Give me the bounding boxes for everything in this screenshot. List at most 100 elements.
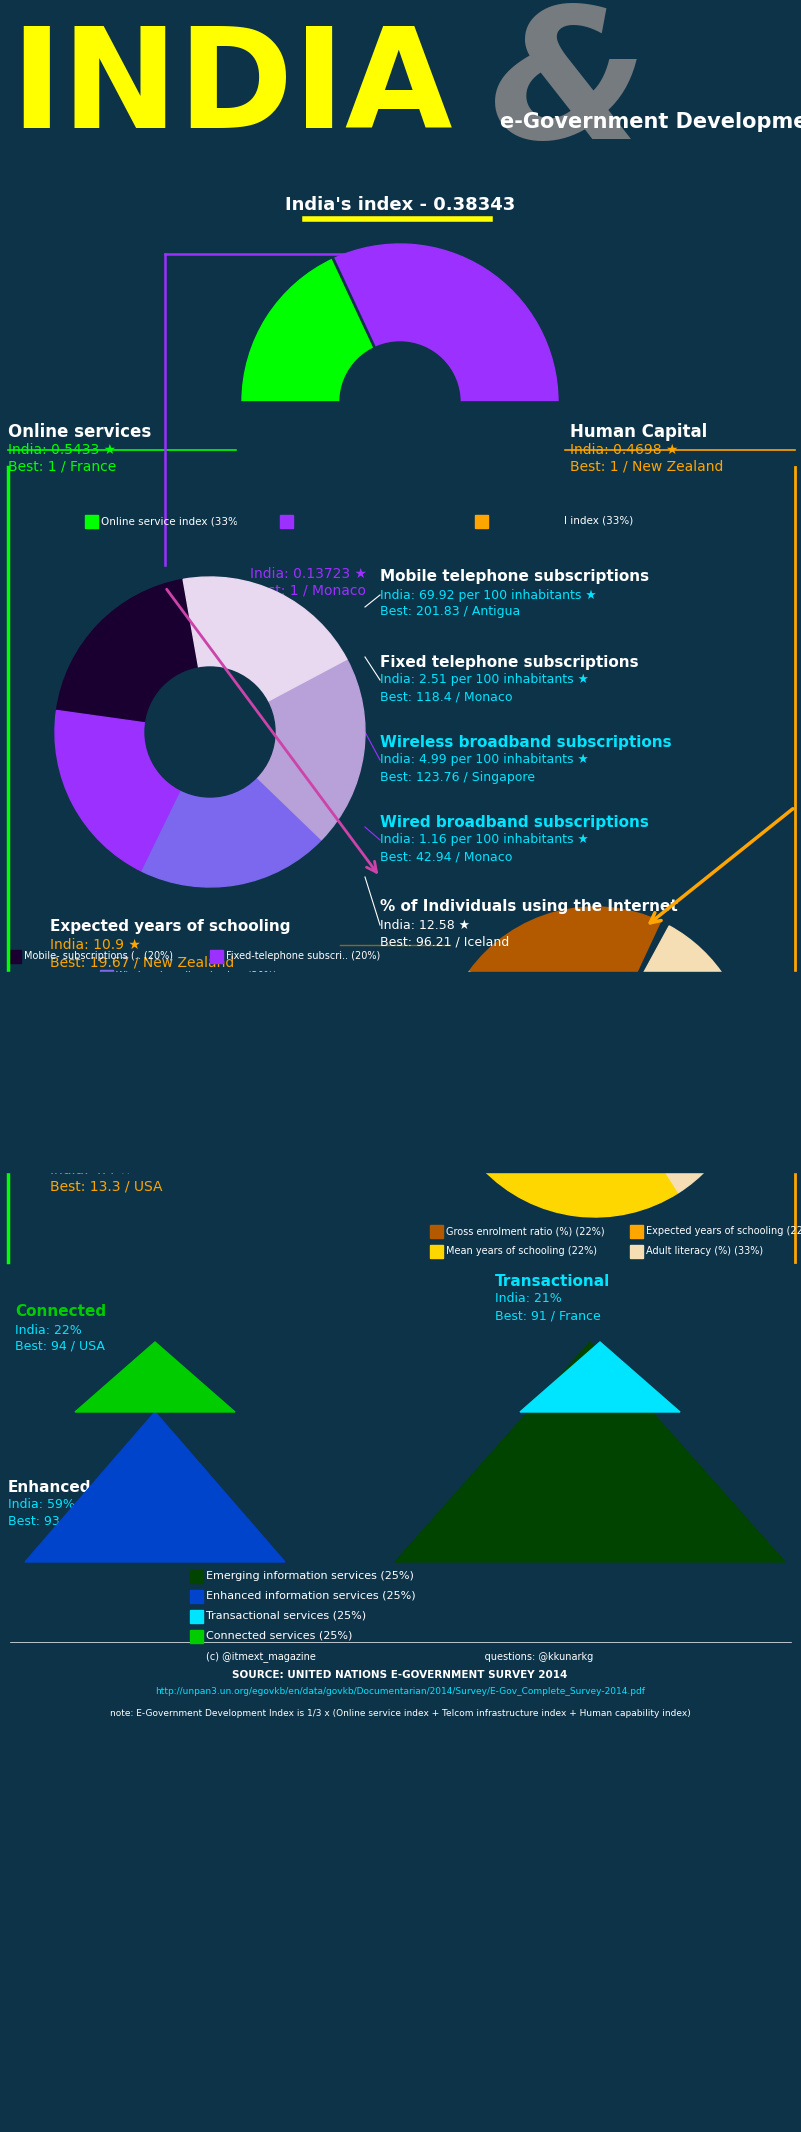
Wedge shape (242, 258, 375, 403)
Text: Best: 100 / DPR Korea: Best: 100 / DPR Korea (50, 1104, 202, 1119)
Text: Mobile- subscriptions (.. (20%): Mobile- subscriptions (.. (20%) (24, 951, 173, 962)
Text: Connected: Connected (15, 1305, 106, 1320)
Bar (237, 403, 563, 565)
Bar (630, 1245, 643, 1258)
Text: Wireless broadband subscriptions: Wireless broadband subscriptions (380, 736, 671, 750)
Text: Wired broadband subscriptions: Wired broadband subscriptions (380, 814, 649, 829)
Bar (630, 1226, 643, 1239)
Circle shape (530, 998, 660, 1128)
Text: Adult literacy (%): Adult literacy (%) (50, 1070, 200, 1085)
Wedge shape (626, 925, 750, 1192)
Bar (190, 1590, 203, 1603)
Text: Best: 1 / Monaco: Best: 1 / Monaco (250, 584, 366, 597)
Text: Enhanced: Enhanced (8, 1480, 91, 1495)
Text: Mean years of schooling: Mean years of schooling (50, 1145, 258, 1160)
Text: Fixed (wired)-broadband.. (20%): Fixed (wired)-broadband.. (20%) (24, 991, 181, 1002)
Text: India: 69.92 per 100 inhabitants ★: India: 69.92 per 100 inhabitants ★ (380, 588, 597, 601)
Text: Best: 94 / USA: Best: 94 / USA (15, 1339, 105, 1352)
Wedge shape (242, 403, 558, 561)
Text: India: 12.58 ★: India: 12.58 ★ (380, 919, 470, 932)
Text: India: 0.5433 ★: India: 0.5433 ★ (8, 443, 116, 456)
Text: Best: 100 / Multiple: Best: 100 / Multiple (480, 1499, 602, 1512)
Text: &: & (490, 0, 647, 177)
Bar (210, 951, 223, 964)
Bar (190, 1631, 203, 1644)
Text: Best: 13.3 / USA: Best: 13.3 / USA (50, 1179, 163, 1194)
Text: Transactional services (25%): Transactional services (25%) (206, 1612, 366, 1620)
Text: India: 0.13723 ★: India: 0.13723 ★ (250, 567, 367, 582)
Text: Individuals using the I.. (20%): Individuals using the I.. (20%) (226, 991, 372, 1002)
Text: e-Government Development Index: e-Government Development Index (500, 113, 801, 132)
Text: Best: 118.4 / Monaco: Best: 118.4 / Monaco (380, 691, 513, 704)
Circle shape (340, 341, 460, 463)
Text: Gross enrolment ratio (%): Gross enrolment ratio (%) (50, 994, 272, 1008)
Text: Expected years of schooling: Expected years of schooling (50, 919, 291, 934)
Text: Enhanced information services (25%): Enhanced information services (25%) (206, 1590, 416, 1601)
Text: (c) @itmext_magazine                                                      questi: (c) @itmext_magazine questi (207, 1652, 594, 1663)
Text: Human capital index (33%): Human capital index (33%) (491, 516, 634, 527)
Polygon shape (105, 1013, 245, 1062)
Text: India: 21%: India: 21% (495, 1292, 562, 1305)
Text: India: 0.4698 ★: India: 0.4698 ★ (570, 443, 678, 456)
Polygon shape (520, 1341, 680, 1411)
Polygon shape (25, 1411, 285, 1563)
Text: Best: 19.67 / New Zealand: Best: 19.67 / New Zealand (50, 955, 234, 970)
Text: India's index - 0.38343: India's index - 0.38343 (285, 196, 515, 213)
Text: Best: 123.76 / Singapore: Best: 123.76 / Singapore (380, 770, 535, 782)
Text: India: 22%: India: 22% (15, 1324, 82, 1337)
Text: India: 1.16 per 100 inhabitants ★: India: 1.16 per 100 inhabitants ★ (380, 834, 589, 846)
Polygon shape (470, 1013, 610, 1062)
Text: Online services: Online services (8, 422, 151, 441)
Bar (190, 1610, 203, 1622)
Text: Best: 42.94 / Monaco: Best: 42.94 / Monaco (380, 851, 513, 863)
Text: SOURCE: UNITED NATIONS E-GOVERNMENT SURVEY 2014: SOURCE: UNITED NATIONS E-GOVERNMENT SURV… (232, 1669, 568, 1680)
Text: India: 10.9 ★: India: 10.9 ★ (50, 938, 141, 953)
Bar (8, 951, 21, 964)
Bar (280, 516, 293, 529)
Bar (475, 516, 488, 529)
Text: Telcom infrastructure: Telcom infrastructure (250, 548, 452, 565)
Text: http://unpan3.un.org/egovkb/en/data/govkb/Documentarian/2014/Survey/E-Gov_Comple: http://unpan3.un.org/egovkb/en/data/govk… (155, 1689, 645, 1697)
Wedge shape (57, 580, 199, 723)
Text: Fixed telephone subscriptions: Fixed telephone subscriptions (380, 655, 638, 669)
Text: Mobile telephone subscriptions: Mobile telephone subscriptions (380, 569, 649, 584)
Text: Fixed-telephone subscri.. (20%): Fixed-telephone subscri.. (20%) (226, 951, 380, 962)
Text: India: 4.99 per 100 inhabitants ★: India: 4.99 per 100 inhabitants ★ (380, 753, 589, 768)
Circle shape (145, 667, 275, 797)
Text: Online service index (33%): Online service index (33%) (101, 516, 242, 527)
Text: India: 65.07% ★: India: 65.07% ★ (50, 1013, 163, 1028)
Text: Best: 96.21 / Iceland: Best: 96.21 / Iceland (380, 936, 509, 949)
Text: Transactional: Transactional (495, 1275, 610, 1290)
Text: India: 62.75% ★: India: 62.75% ★ (50, 1087, 163, 1102)
Wedge shape (55, 710, 182, 872)
Bar (430, 1226, 443, 1239)
Text: Best: 1 / New Zealand: Best: 1 / New Zealand (570, 461, 723, 473)
Wedge shape (482, 1107, 678, 1217)
Text: Adult literacy (%) (33%): Adult literacy (%) (33%) (646, 1245, 763, 1256)
Text: Telcom infrastructure index (33%): Telcom infrastructure index (33%) (296, 516, 473, 527)
Wedge shape (333, 243, 558, 403)
Text: Wireless broadband subs.. (20%): Wireless broadband subs.. (20%) (116, 970, 277, 981)
Bar (430, 1245, 443, 1258)
Text: Emerging: Emerging (480, 1465, 562, 1480)
Bar (0, 972, 801, 1173)
Text: Human Capital: Human Capital (570, 422, 707, 441)
Text: India: 2.51 per 100 inhabitants ★: India: 2.51 per 100 inhabitants ★ (380, 674, 589, 687)
Bar (85, 516, 98, 529)
Polygon shape (395, 1341, 785, 1563)
Text: Best: 1 / France: Best: 1 / France (8, 461, 116, 473)
Bar (190, 1569, 203, 1582)
Bar (8, 989, 21, 1002)
Wedge shape (142, 778, 321, 887)
Wedge shape (440, 972, 548, 1168)
Polygon shape (55, 1062, 295, 1151)
Wedge shape (183, 578, 347, 701)
Wedge shape (469, 906, 661, 1023)
Text: Mean years of schooling (22%): Mean years of schooling (22%) (446, 1245, 597, 1256)
Text: Best: 201.83 / Antigua: Best: 201.83 / Antigua (380, 605, 521, 618)
Text: India: 4.4 ★: India: 4.4 ★ (50, 1162, 132, 1177)
Wedge shape (257, 659, 365, 840)
Bar (210, 989, 223, 1002)
Text: % of Individuals using the Internet: % of Individuals using the Internet (380, 900, 678, 915)
Bar (100, 970, 113, 983)
